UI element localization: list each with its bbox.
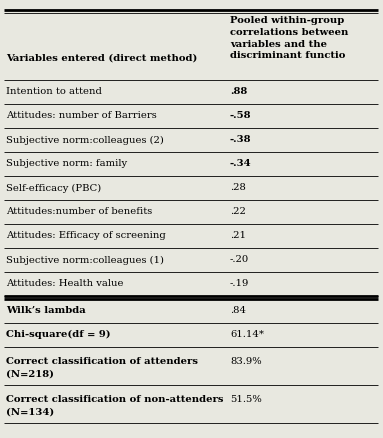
Text: Attitudes: Health value: Attitudes: Health value [6, 279, 123, 289]
Text: 61.14*: 61.14* [230, 330, 264, 339]
Text: Variables entered (direct method): Variables entered (direct method) [6, 53, 197, 63]
Text: Pooled within-group
correlations between
variables and the
discriminant functio: Pooled within-group correlations between… [230, 16, 349, 60]
Text: -.58: -.58 [230, 112, 252, 120]
Text: 51.5%: 51.5% [230, 395, 262, 403]
Text: .22: .22 [230, 208, 246, 216]
Text: .21: .21 [230, 232, 246, 240]
Text: Correct classification of non-attenders: Correct classification of non-attenders [6, 395, 224, 403]
Text: -.34: -.34 [230, 159, 252, 169]
Text: Attitudes:number of benefits: Attitudes:number of benefits [6, 208, 152, 216]
Text: (N=134): (N=134) [6, 407, 54, 417]
Text: -.20: -.20 [230, 255, 249, 265]
Text: Attitudes: Efficacy of screening: Attitudes: Efficacy of screening [6, 232, 166, 240]
Text: Subjective norm: family: Subjective norm: family [6, 159, 127, 169]
Text: (N=218): (N=218) [6, 370, 54, 378]
Text: .28: .28 [230, 184, 246, 192]
Text: Intention to attend: Intention to attend [6, 88, 102, 96]
Text: 83.9%: 83.9% [230, 357, 262, 365]
Text: Self-efficacy (PBC): Self-efficacy (PBC) [6, 184, 101, 193]
Text: Correct classification of attenders: Correct classification of attenders [6, 357, 198, 365]
Text: -.19: -.19 [230, 279, 249, 289]
Text: .84: .84 [230, 306, 246, 315]
Text: .88: .88 [230, 88, 247, 96]
Text: Chi-square(df = 9): Chi-square(df = 9) [6, 330, 111, 339]
Text: Attitudes: number of Barriers: Attitudes: number of Barriers [6, 112, 157, 120]
Text: Wilk’s lambda: Wilk’s lambda [6, 306, 86, 315]
Text: -.38: -.38 [230, 135, 252, 145]
Text: Subjective norm:colleagues (2): Subjective norm:colleagues (2) [6, 135, 164, 145]
Text: Subjective norm:colleagues (1): Subjective norm:colleagues (1) [6, 255, 164, 265]
